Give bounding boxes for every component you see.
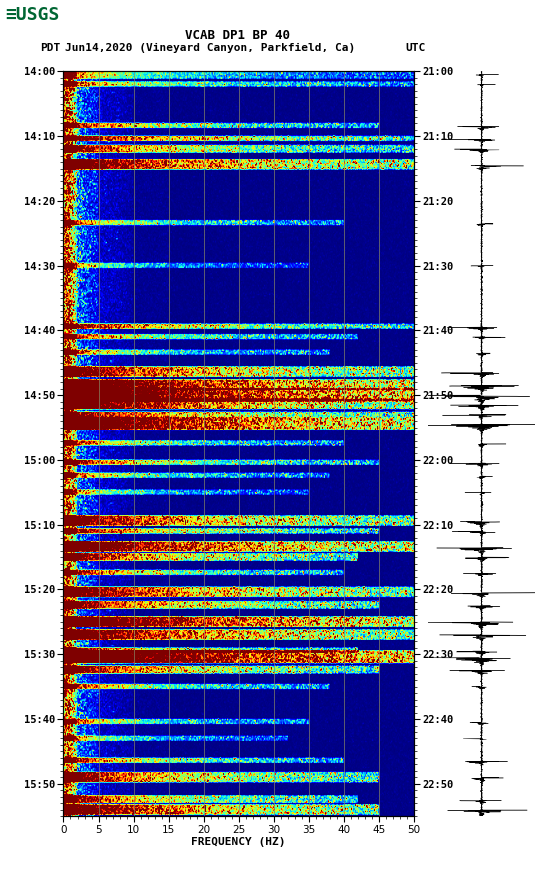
X-axis label: FREQUENCY (HZ): FREQUENCY (HZ) xyxy=(192,838,286,847)
Text: PDT: PDT xyxy=(40,43,60,53)
Text: VCAB DP1 BP 40: VCAB DP1 BP 40 xyxy=(185,29,290,42)
Text: ≡USGS: ≡USGS xyxy=(6,6,60,24)
Text: Jun14,2020 (Vineyard Canyon, Parkfield, Ca): Jun14,2020 (Vineyard Canyon, Parkfield, … xyxy=(65,43,355,53)
Text: UTC: UTC xyxy=(406,43,426,53)
